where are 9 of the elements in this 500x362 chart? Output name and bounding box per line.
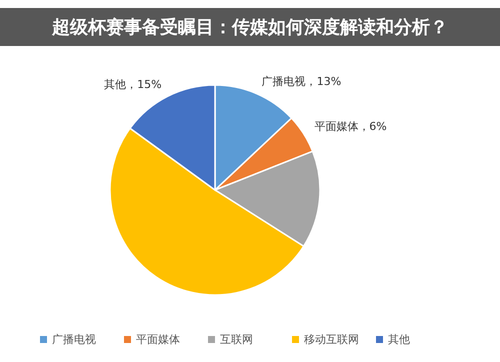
chart-title: 超级杯赛事备受瞩目：传媒如何深度解读和分析？ (51, 17, 448, 38)
legend-label: 其他 (388, 333, 410, 346)
data-label: 其他，15% (104, 78, 162, 92)
data-label: 平面媒体，6% (314, 120, 387, 133)
legend-label: 移动互联网 (304, 333, 359, 346)
legend-label: 互联网 (220, 333, 253, 346)
legend-label: 广播电视 (52, 333, 96, 346)
legend-label: 平面媒体 (136, 333, 180, 346)
data-label: 广播电视，13% (262, 75, 342, 88)
